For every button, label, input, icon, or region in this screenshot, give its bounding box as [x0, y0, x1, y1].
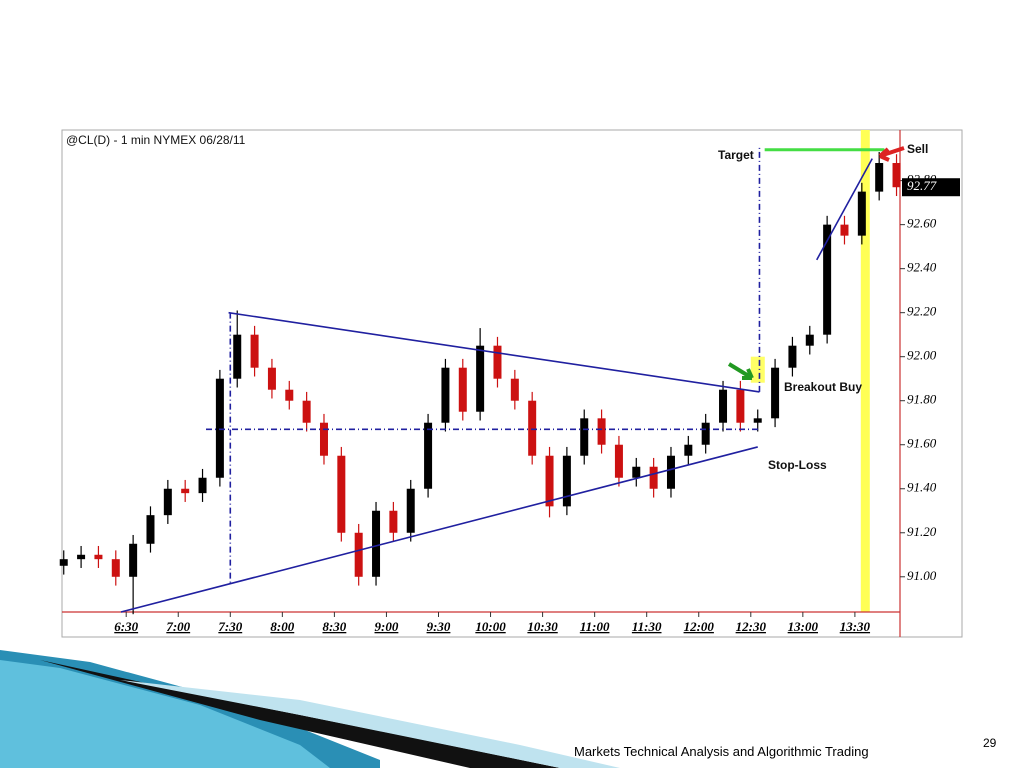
candle-body: [562, 455, 571, 507]
candle-body: [632, 466, 641, 478]
candle-body: [614, 444, 623, 478]
candle-body: [875, 163, 884, 192]
annotation: Target: [718, 148, 754, 162]
candle-body: [233, 334, 242, 379]
y-tick-label: 91.20: [907, 524, 937, 539]
y-tick-label: 91.80: [907, 392, 937, 407]
candle-body: [215, 378, 224, 478]
y-tick-label: 91.60: [907, 436, 937, 451]
candle-body: [163, 488, 172, 516]
page-number: 29: [983, 736, 997, 750]
x-tick-label: 8:00: [270, 619, 294, 634]
candle-body: [302, 400, 311, 423]
candle-body: [771, 367, 780, 419]
x-tick-label: 11:00: [580, 619, 610, 634]
last-price-label: 92.77: [907, 178, 937, 193]
footer-text: Markets Technical Analysis and Algorithm…: [574, 744, 869, 759]
candle-body: [319, 422, 328, 456]
candle-body: [94, 554, 103, 560]
candle-body: [337, 455, 346, 533]
candle-body: [597, 418, 606, 445]
x-tick-label: 6:30: [114, 619, 138, 634]
annotation: Stop-Loss: [768, 458, 827, 472]
candle-body: [250, 334, 259, 368]
candle-body: [805, 334, 814, 346]
x-tick-label: 7:30: [218, 619, 242, 634]
x-tick-label: 11:30: [632, 619, 662, 634]
y-tick-label: 92.00: [907, 348, 937, 363]
candle-body: [823, 224, 832, 335]
y-tick-label: 92.40: [907, 260, 937, 275]
candle-body: [406, 488, 415, 533]
trend-line: [816, 158, 873, 261]
chart: 91.00 91.20 91.40 91.60 91.80 92.00 92.20 92.40…: [59, 129, 963, 638]
candle-body: [580, 418, 589, 456]
candle-body: [684, 444, 693, 456]
candle-body: [857, 191, 866, 236]
x-tick-label: 8:30: [322, 619, 346, 634]
candle-body: [77, 554, 86, 560]
candle-body: [840, 224, 849, 236]
x-tick-label: 13:30: [840, 619, 871, 634]
candle-body: [354, 532, 363, 577]
candle-body: [719, 389, 728, 423]
x-tick-label: 9:30: [427, 619, 451, 634]
sell-arrow: [878, 146, 905, 162]
trend-line: [228, 311, 760, 393]
x-tick-label: 12:30: [736, 619, 767, 634]
candle-body: [666, 455, 675, 489]
candle-body: [424, 422, 433, 489]
candle-body: [528, 400, 537, 456]
slide-wave-light: [0, 660, 330, 768]
y-tick-label: 92.20: [907, 304, 937, 319]
candle-body: [736, 389, 745, 423]
candle-body: [181, 488, 190, 494]
candle-body: [285, 389, 294, 401]
y-tick-label: 91.40: [907, 480, 937, 495]
candle-body: [476, 345, 485, 412]
last-price-box: [902, 178, 960, 197]
x-tick-label: 12:00: [684, 619, 715, 634]
candle-body: [59, 559, 68, 566]
candle-body: [389, 510, 398, 533]
candle-body: [372, 510, 381, 577]
y-tick-label: 91.00: [907, 568, 937, 583]
y-tick-label: 92.60: [907, 216, 937, 231]
x-tick-label: 10:00: [475, 619, 506, 634]
annotation: Breakout Buy: [784, 380, 862, 394]
buy-arrow: [727, 362, 754, 380]
candle-body: [701, 422, 710, 445]
x-tick-label: 13:00: [788, 619, 819, 634]
candle-body: [146, 515, 155, 544]
slide-wave-pale: [120, 680, 620, 768]
candle-body: [753, 418, 762, 423]
candle-body: [545, 455, 554, 507]
x-tick-label: 7:00: [166, 619, 190, 634]
chart-title: @CL(D) - 1 min NYMEX 06/28/11: [66, 133, 246, 147]
candle-body: [111, 559, 120, 577]
candle-body: [510, 378, 519, 401]
candle-body: [198, 477, 207, 494]
trend-line: [120, 446, 758, 613]
annotation: Sell: [907, 142, 928, 156]
breakout-highlight: [750, 356, 765, 383]
candle-body: [129, 543, 138, 577]
candle-body: [788, 345, 797, 368]
candle-body: [892, 163, 901, 188]
candle-body: [458, 367, 467, 412]
candle-body: [649, 466, 658, 489]
x-tick-label: 10:30: [527, 619, 558, 634]
candle-body: [267, 367, 276, 390]
candle-body: [441, 367, 450, 423]
x-tick-label: 9:00: [375, 619, 399, 634]
candle-body: [493, 345, 502, 379]
